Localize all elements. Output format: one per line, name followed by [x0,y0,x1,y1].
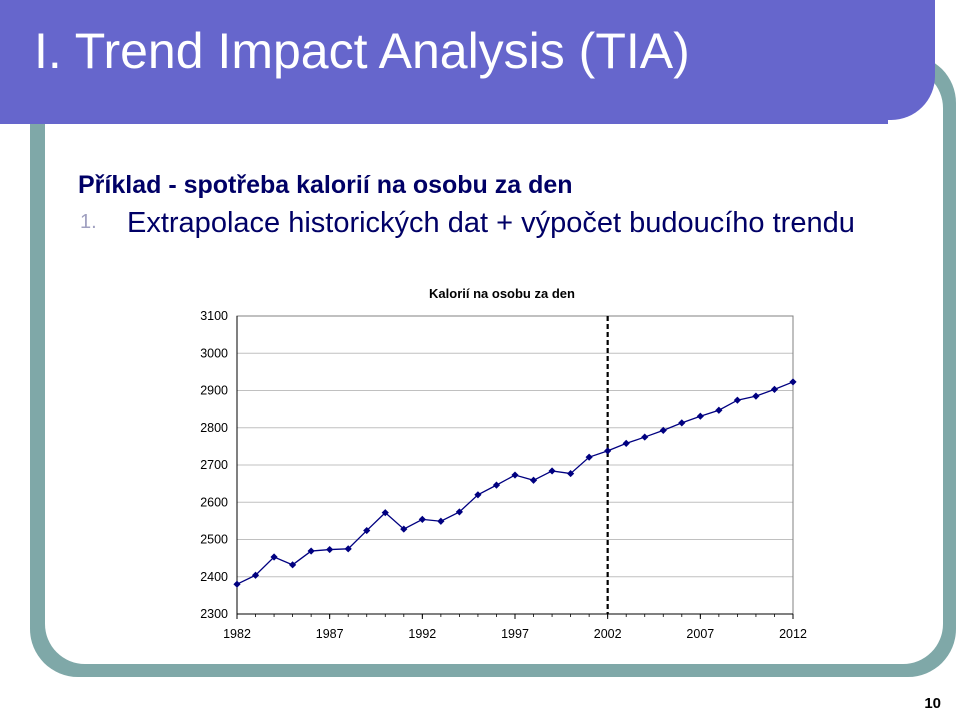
data-point [733,396,741,404]
data-point [715,406,723,414]
x-tick-label: 2002 [594,627,622,641]
data-point [233,580,241,588]
x-tick-label: 1997 [501,627,529,641]
data-point [678,419,686,427]
slide-heading: Příklad - spotřeba kalorií na osobu za d… [78,171,573,199]
chart-title: Kalorií na osobu za den [429,286,575,301]
data-point [659,426,667,434]
y-tick-label: 2900 [200,384,228,398]
series-layer [233,316,797,614]
data-point [363,526,371,535]
list-item-number: 1. [80,211,97,233]
data-point [455,508,463,516]
data-point [492,481,501,489]
page-number: 10 [924,695,941,712]
data-point [641,433,649,441]
list-item: 1. Extrapolace historických dat + výpoče… [80,207,855,239]
data-point [604,447,612,455]
data-point [770,385,779,393]
data-point [289,561,297,569]
data-point [529,476,538,484]
data-point [548,467,556,475]
series-line [236,381,794,585]
data-point [400,525,408,533]
data-point [326,545,334,554]
data-point [585,453,593,461]
y-tick-label: 2800 [200,421,228,435]
x-tick-label: 2007 [686,627,714,641]
data-point [437,517,445,525]
data-point [622,439,630,447]
data-point [418,515,426,523]
y-tick-label: 3000 [200,346,228,360]
data-point [474,491,482,499]
data-point [307,547,315,555]
title-bar: I. Trend Impact Analysis (TIA) [0,0,935,120]
list-item-text: Extrapolace historických dat + výpočet b… [127,207,855,239]
slide-title: I. Trend Impact Analysis (TIA) [34,23,690,79]
data-point [270,553,278,561]
y-tick-label: 3100 [200,309,228,323]
y-tick-label: 2400 [200,570,228,584]
data-point [344,545,352,553]
y-tick-label: 2600 [200,495,228,509]
x-tick-label: 1992 [408,627,436,641]
data-point [752,392,760,400]
x-tick-label: 2012 [779,627,807,641]
y-tick-label: 2300 [200,607,228,621]
title-underline [0,120,888,124]
x-tick-label: 1982 [223,627,251,641]
data-point [789,378,797,386]
data-point [567,469,575,478]
gridlines [237,315,793,615]
data-point [696,412,704,420]
data-point [251,571,260,579]
y-tick-label: 2500 [200,533,228,547]
data-point [381,509,389,517]
data-point [511,471,519,479]
axes: 3100 3000 2900 2800 2700 2600 2500 2400 2300 1982… [200,309,807,641]
y-tick-label: 2700 [200,458,228,472]
x-tick-label: 1987 [316,627,344,641]
